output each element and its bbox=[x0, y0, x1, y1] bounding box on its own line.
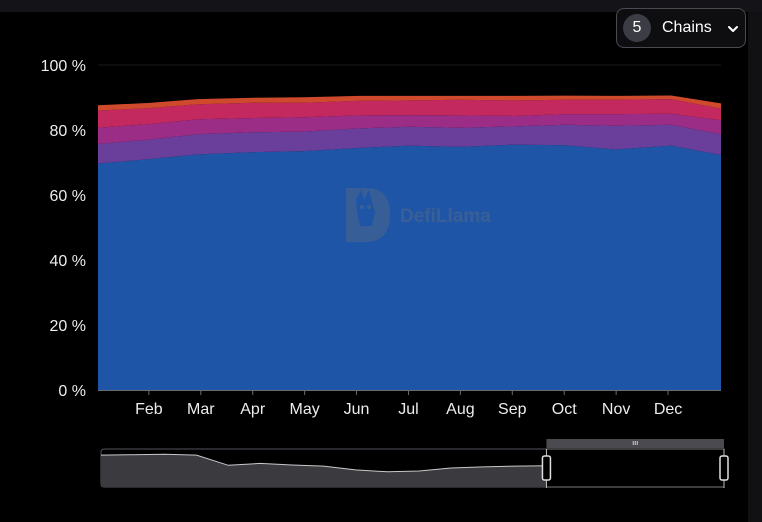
x-tick-label: Aug bbox=[446, 401, 474, 418]
y-tick-label: 100 % bbox=[41, 58, 86, 75]
y-tick-label: 20 % bbox=[50, 318, 86, 335]
x-tick-label: Jun bbox=[344, 401, 370, 418]
watermark: DefiLlama bbox=[346, 188, 491, 242]
chevron-down-icon bbox=[728, 26, 738, 32]
series-area-5 bbox=[98, 95, 721, 111]
llama-logo-icon bbox=[346, 188, 390, 242]
x-tick-label: Oct bbox=[552, 401, 577, 418]
y-tick-label: 80 % bbox=[50, 123, 86, 140]
overview-area bbox=[101, 454, 547, 487]
x-tick-label: Nov bbox=[602, 401, 630, 418]
x-tick-label: Jul bbox=[398, 401, 418, 418]
panel-edge bbox=[748, 12, 762, 522]
x-axis-ticks: Feb Mar Apr May Jun Jul Aug Sep Oct Nov Dec bbox=[135, 390, 682, 418]
series-areas bbox=[98, 95, 721, 390]
series-area-4 bbox=[98, 99, 721, 128]
x-tick-label: Mar bbox=[187, 401, 215, 418]
chains-dropdown-button[interactable]: 5 Chains bbox=[616, 8, 746, 48]
x-tick-label: May bbox=[290, 401, 320, 418]
y-tick-label: 40 % bbox=[50, 253, 86, 270]
top-strip bbox=[0, 0, 762, 12]
chains-count-badge: 5 bbox=[623, 14, 651, 42]
overview-line bbox=[100, 453, 547, 473]
y-axis-ticks: 0 % 20 % 40 % 60 % 80 % 100 % bbox=[41, 58, 86, 400]
overview-handle-right[interactable] bbox=[719, 455, 729, 481]
chains-label: Chains bbox=[662, 19, 712, 36]
x-tick-label: Dec bbox=[654, 401, 682, 418]
x-tick-label: Sep bbox=[498, 401, 527, 418]
watermark-text: DefiLlama bbox=[400, 206, 491, 227]
x-tick-label: Apr bbox=[240, 401, 266, 418]
overview-selection[interactable] bbox=[545, 448, 725, 488]
overview-handle-left[interactable] bbox=[541, 455, 552, 481]
y-tick-label: 0 % bbox=[58, 383, 86, 400]
y-tick-label: 60 % bbox=[50, 188, 86, 205]
series-area-1 bbox=[98, 144, 721, 390]
x-tick-label: Feb bbox=[135, 401, 163, 418]
series-area-3 bbox=[98, 113, 721, 144]
series-area-2 bbox=[98, 124, 721, 164]
overview-slider[interactable] bbox=[100, 439, 729, 488]
